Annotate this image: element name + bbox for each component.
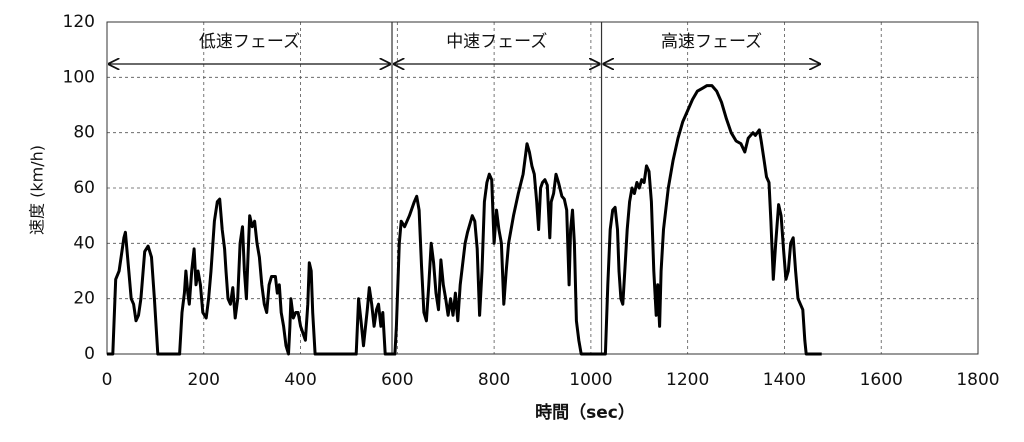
y-tick-label: 100 — [63, 67, 95, 87]
x-tick-label: 1400 — [763, 370, 806, 390]
x-tick-label: 0 — [102, 370, 113, 390]
y-tick-label: 120 — [63, 12, 95, 32]
x-tick-label: 1600 — [860, 370, 903, 390]
y-tick-label: 40 — [73, 233, 95, 253]
phase-label: 高速フェーズ — [661, 32, 762, 52]
speed-line — [107, 84, 822, 356]
y-axis-label: 速度 (km/h) — [28, 145, 47, 235]
y-tick-label: 20 — [73, 289, 95, 309]
plot-frame — [106, 21, 979, 355]
x-tick-label: 1000 — [569, 370, 612, 390]
x-tick-label: 400 — [284, 370, 316, 390]
y-tick-label: 80 — [73, 123, 95, 143]
y-tick-label: 60 — [73, 178, 95, 198]
phase-label: 中速フェーズ — [446, 32, 547, 52]
x-tick-label: 200 — [188, 370, 220, 390]
x-tick-label: 1200 — [666, 370, 709, 390]
phase-label: 低速フェーズ — [199, 32, 300, 52]
x-tick-label: 800 — [478, 370, 510, 390]
x-tick-label: 600 — [381, 370, 413, 390]
y-tick-label: 0 — [84, 344, 95, 364]
x-tick-label: 1800 — [956, 370, 999, 390]
x-axis-label: 時間（sec） — [535, 402, 635, 423]
